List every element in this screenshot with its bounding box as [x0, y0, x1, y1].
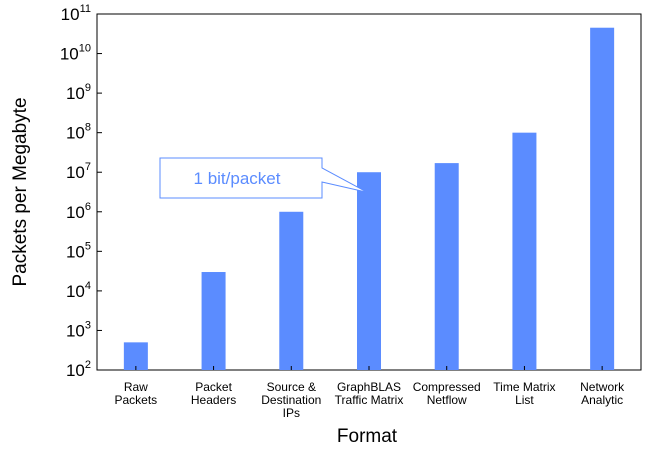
y-tick-label: 104: [66, 280, 91, 301]
y-tick-label: 103: [66, 319, 91, 340]
y-tick-label: 1011: [61, 3, 91, 24]
bar: [357, 172, 381, 370]
x-tick-label: Packet Headers: [191, 380, 236, 407]
x-tick-label: Network Analytic: [580, 380, 625, 407]
annotation-label: 1 bit/packet: [194, 169, 281, 188]
x-tick-label: Time Matrix List: [493, 380, 555, 407]
annotation-callout-box: [159, 157, 368, 199]
y-tick-label: 106: [66, 201, 91, 222]
bar: [434, 163, 459, 370]
x-axis-title: Format: [337, 426, 398, 447]
y-tick-label: 105: [66, 240, 91, 261]
bar: [201, 272, 226, 370]
bar: [512, 132, 537, 370]
x-tick-label: Raw Packets: [115, 380, 158, 407]
y-tick-label: 1010: [60, 43, 91, 64]
y-tick-label: 107: [66, 161, 91, 182]
y-axis-title: Packets per Megabyte: [10, 97, 31, 286]
bar: [279, 211, 304, 370]
bar: [123, 342, 148, 370]
x-tick-label: GraphBLAS Traffic Matrix: [335, 380, 404, 407]
y-tick-label: 108: [66, 122, 91, 143]
bar: [590, 27, 615, 370]
x-tick-label: Source & Destination IPs: [261, 380, 321, 420]
x-tick-label: Compressed Netflow: [413, 380, 481, 407]
y-tick-label: 109: [66, 82, 91, 103]
y-tick-label: 102: [66, 359, 91, 380]
